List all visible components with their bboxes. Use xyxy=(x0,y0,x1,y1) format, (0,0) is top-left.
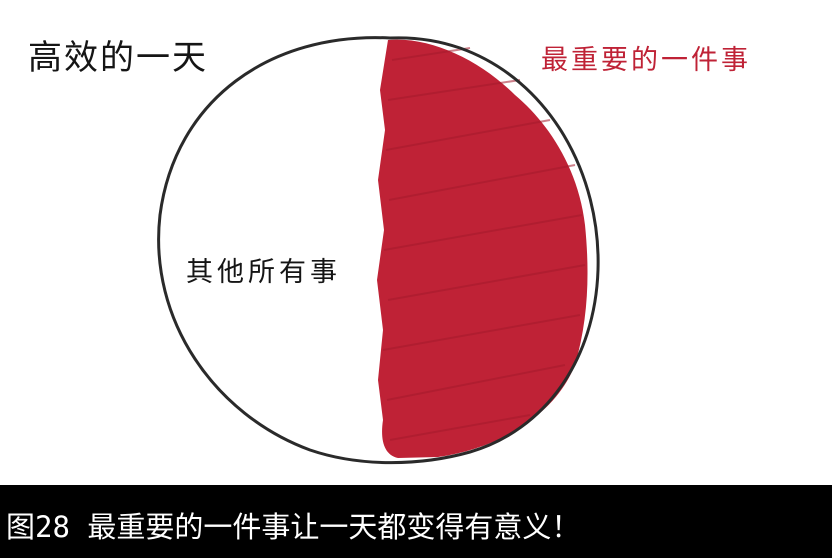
diagram: 高效的一天 最重要的一件事 其他所有事 xyxy=(0,0,832,485)
caption-bar: 图28 最重要的一件事让一天都变得有意义！ xyxy=(0,485,832,558)
other-tasks-label: 其他所有事 xyxy=(186,250,341,289)
highlight-label: 最重要的一件事 xyxy=(541,38,751,77)
diagram-title: 高效的一天 xyxy=(28,30,208,79)
figure-caption: 图28 最重要的一件事让一天都变得有意义！ xyxy=(6,504,580,546)
